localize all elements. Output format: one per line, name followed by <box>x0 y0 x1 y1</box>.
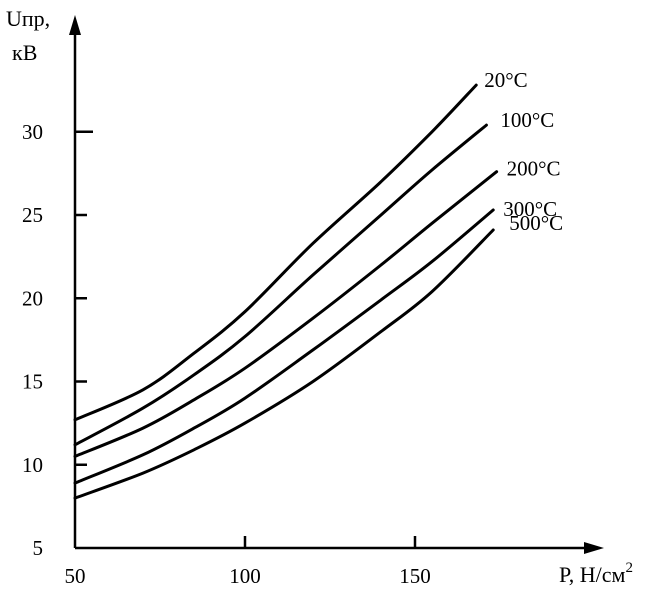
series-lines <box>73 83 499 500</box>
x-axis-title: P, Н/см2 <box>559 560 633 587</box>
series-line <box>73 170 499 458</box>
y-axis-arrow <box>69 15 81 35</box>
series-label: 100°C <box>500 108 554 132</box>
tick-labels: 5 10 15 20 25 30 50 100 150 <box>22 120 431 588</box>
y-axis-title: Uпр, <box>6 6 50 31</box>
series-label: 200°C <box>507 157 561 181</box>
series-line <box>73 123 488 447</box>
axes <box>69 15 604 554</box>
series-line <box>73 228 495 500</box>
y-tick-label: 25 <box>22 203 43 227</box>
y-tick-label: 20 <box>22 286 43 310</box>
ticks <box>75 130 417 548</box>
series-line <box>73 83 478 422</box>
y-tick-label: 5 <box>33 536 44 560</box>
y-axis-unit: кВ <box>12 40 37 65</box>
y-tick-label: 15 <box>22 370 43 394</box>
x-tick-label: 50 <box>65 564 86 588</box>
series-line <box>73 208 495 485</box>
y-tick-label: 30 <box>22 120 43 144</box>
x-axis-arrow <box>584 542 604 554</box>
series-label: 500°C <box>509 211 563 235</box>
series-label: 300°C <box>503 197 557 221</box>
x-axis-unit-superscript: 2 <box>625 560 633 576</box>
x-axis-title-text: P, Н/см <box>559 562 626 587</box>
y-tick-label: 10 <box>22 453 43 477</box>
x-tick-label: 100 <box>229 564 261 588</box>
series-label: 20°C <box>484 68 527 92</box>
x-tick-label: 150 <box>399 564 431 588</box>
